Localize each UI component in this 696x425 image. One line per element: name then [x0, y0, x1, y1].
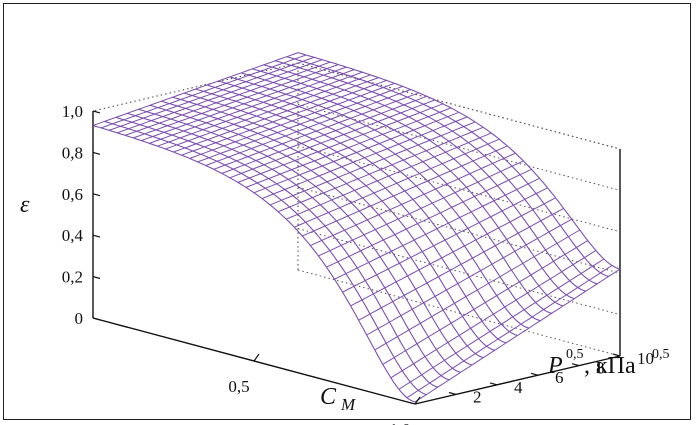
tick-marks: [92, 110, 621, 405]
mesh-line-cm-4: [125, 61, 331, 136]
x-tick-label-1: 1,0: [389, 420, 410, 425]
mesh-line-cm-7: [149, 69, 355, 144]
z-tick-2: [92, 234, 101, 238]
y-axis-label-sup2: 0,5: [652, 347, 670, 362]
y-tick-label-4: 10: [637, 349, 654, 368]
mesh-line-p-11: [218, 80, 541, 322]
x-axis-label: C M: [320, 384, 356, 414]
y-tick-3: [571, 363, 580, 367]
back-gridline-1: [297, 228, 621, 316]
mesh-line-cm-24: [286, 132, 492, 220]
z-tick-3: [92, 193, 101, 197]
z-tick-label-1: 0,2: [62, 268, 83, 287]
y-axis-label-main: P: [547, 353, 563, 379]
y-axis-label: P 0,5 , кПа 0,5: [547, 347, 670, 379]
y-tick-2: [530, 372, 539, 376]
z-tick-label-0: 0: [75, 309, 84, 328]
back-gridline-4: [297, 103, 621, 191]
mesh-line-cm-18: [237, 103, 444, 183]
mesh-line-p-12: [229, 76, 552, 314]
mesh-line-cm-38: [398, 258, 605, 390]
mesh-line-cm-35: [374, 229, 581, 351]
y-axis-label-mid: , кПа: [584, 353, 636, 379]
z-tick-label-4: 0,8: [62, 143, 83, 162]
y-tick-label-2: 6: [555, 368, 564, 387]
x-tick-0: [253, 353, 260, 362]
mesh-line-cm-39: [406, 265, 613, 399]
x-tick-label-0: 0,5: [228, 377, 249, 396]
mesh-line-cm-36: [382, 240, 589, 365]
mesh-line-cm-29: [326, 168, 532, 268]
y-tick-label-1: 4: [514, 378, 523, 397]
z-tick-5: [92, 110, 101, 114]
mesh-line-cm-1: [100, 54, 307, 129]
z-tick-1: [92, 276, 101, 280]
mesh-line-cm-14: [205, 89, 411, 166]
mesh-line-cm-21: [261, 116, 468, 200]
x-axis-label-main: C: [320, 384, 337, 410]
mesh-line-cm-37: [390, 250, 597, 379]
mesh-line-cm-2: [108, 56, 315, 131]
z-tick-label-2: 0,4: [62, 226, 84, 245]
y-tick-4: [612, 353, 621, 357]
mesh-line-cm-13: [197, 85, 403, 163]
y-axis-label-sup: 0,5: [566, 347, 584, 362]
mesh-line-cm-20: [253, 111, 460, 194]
mesh-line-cm-26: [302, 145, 508, 237]
mesh-line-p-18: [297, 52, 621, 270]
mesh-line-cm-6: [141, 66, 347, 142]
mesh-line-p-13: [240, 72, 564, 307]
back-gridline-5: [297, 62, 621, 150]
back-gridline-3: [297, 145, 621, 233]
back-gridline-2: [297, 186, 621, 274]
mesh-line-cm-16: [221, 95, 427, 174]
z-tick-4: [92, 151, 101, 155]
mesh-line-cm-17: [229, 99, 436, 179]
y-tick-1: [489, 382, 498, 386]
mesh-line-cm-10: [173, 77, 379, 153]
tick-labels: 0 0,2 0,4 0,6 0,8 1,0 0,5 1,0 2 4 6 8 10: [62, 102, 654, 425]
mesh-line-cm-31: [342, 187, 548, 293]
mesh-line-cm-33: [358, 207, 564, 321]
surface-mesh: [92, 52, 621, 403]
mesh-line-cm-3: [117, 59, 323, 134]
mesh-line-cm-34: [366, 218, 572, 336]
z-tick-label-3: 0,6: [62, 185, 83, 204]
y-axis-line: [414, 355, 621, 405]
y-tick-label-0: 2: [473, 387, 482, 406]
mesh-line-cm-30: [334, 177, 540, 280]
mesh-line-p-10: [206, 84, 530, 329]
mesh-line-cm-8: [157, 71, 363, 147]
mesh-line-cm-11: [181, 79, 387, 156]
z-tick-0: [92, 317, 101, 321]
mesh-line-cm-22: [269, 121, 476, 206]
mesh-line-cm-40: [414, 268, 621, 403]
mesh-line-cm-5: [133, 64, 339, 139]
z-tick-label-5: 1,0: [62, 102, 83, 121]
mesh-line-cm-15: [213, 92, 419, 170]
mesh-line-cm-9: [165, 74, 371, 150]
mesh-line-cm-25: [294, 138, 500, 228]
back-gridline-0: [297, 269, 621, 357]
mesh-line-cm-32: [350, 197, 556, 307]
mesh-line-cm-28: [318, 160, 524, 257]
x-axis-label-sub: M: [340, 395, 356, 414]
mesh-line-cm-23: [277, 126, 484, 213]
z-axis-label: ε: [20, 192, 30, 218]
axis-box: [92, 62, 621, 405]
mesh-line-cm-19: [245, 107, 452, 188]
mesh-line-cm-0: [92, 52, 299, 126]
mesh-line-cm-27: [310, 152, 516, 247]
y-tick-label-3: 8: [596, 359, 605, 378]
mesh-line-cm-12: [189, 82, 395, 159]
y-tick-0: [448, 391, 457, 395]
x-tick-1: [414, 396, 421, 405]
